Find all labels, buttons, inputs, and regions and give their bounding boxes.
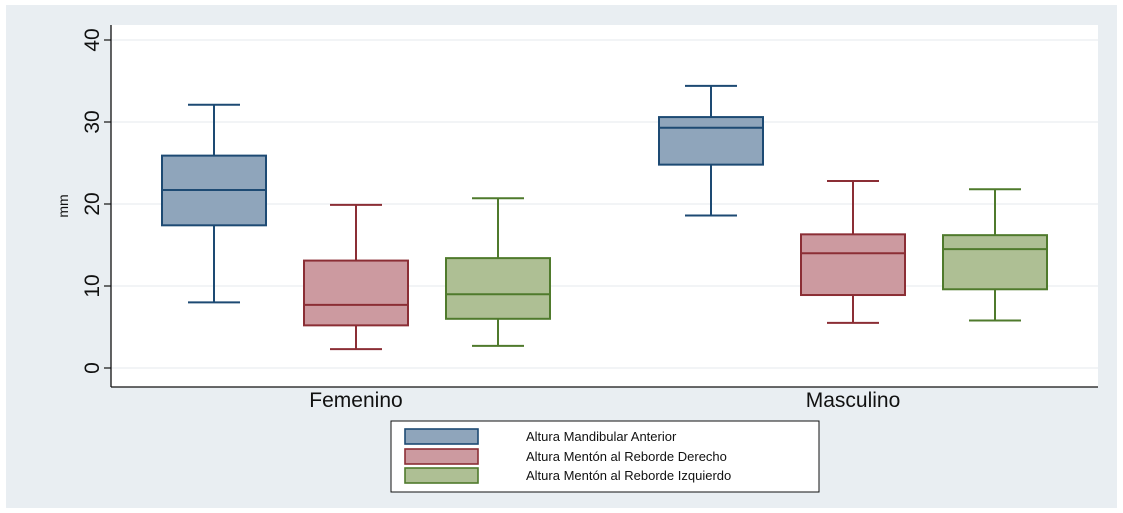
box-2-masculino xyxy=(800,180,906,324)
y-tick-label: 10 xyxy=(81,274,104,297)
box-1-masculino xyxy=(658,84,764,217)
box-2-femenino xyxy=(303,203,409,351)
grid-lines xyxy=(111,39,1098,369)
legend-swatch-reborde-izquierdo xyxy=(404,467,479,484)
legend-label-reborde-izquierdo: Altura Mentón al Reborde Izquierdo xyxy=(526,468,731,483)
box-3-masculino xyxy=(942,188,1048,322)
legend-label-altura-mandibular: Altura Mandibular Anterior xyxy=(526,429,677,444)
box-1-femenino xyxy=(161,103,267,304)
iqr-box xyxy=(303,259,409,327)
iqr-box xyxy=(445,257,551,320)
legend-label-reborde-derecho: Altura Mentón al Reborde Derecho xyxy=(526,449,727,464)
box-series xyxy=(161,84,1048,351)
plot-area xyxy=(111,25,1098,387)
y-tick-label: 30 xyxy=(81,110,104,133)
y-axis-label: mm xyxy=(55,194,71,217)
x-tick-label-masculino: Masculino xyxy=(806,389,901,412)
x-tick-label-femenino: Femenino xyxy=(309,389,402,412)
y-tick-label: 40 xyxy=(81,28,104,51)
y-tick-label: 20 xyxy=(81,192,104,215)
iqr-box xyxy=(800,233,906,297)
legend: Altura Mandibular Anterior Altura Mentón… xyxy=(390,420,820,493)
y-tick-label: 0 xyxy=(81,362,104,374)
iqr-box xyxy=(942,234,1048,291)
box-3-femenino xyxy=(445,197,551,347)
legend-swatch-reborde-derecho xyxy=(404,448,479,465)
iqr-box xyxy=(658,116,764,166)
legend-swatch-altura-mandibular xyxy=(404,428,479,445)
y-axis-ticks: 0 10 20 30 40 xyxy=(81,28,111,374)
